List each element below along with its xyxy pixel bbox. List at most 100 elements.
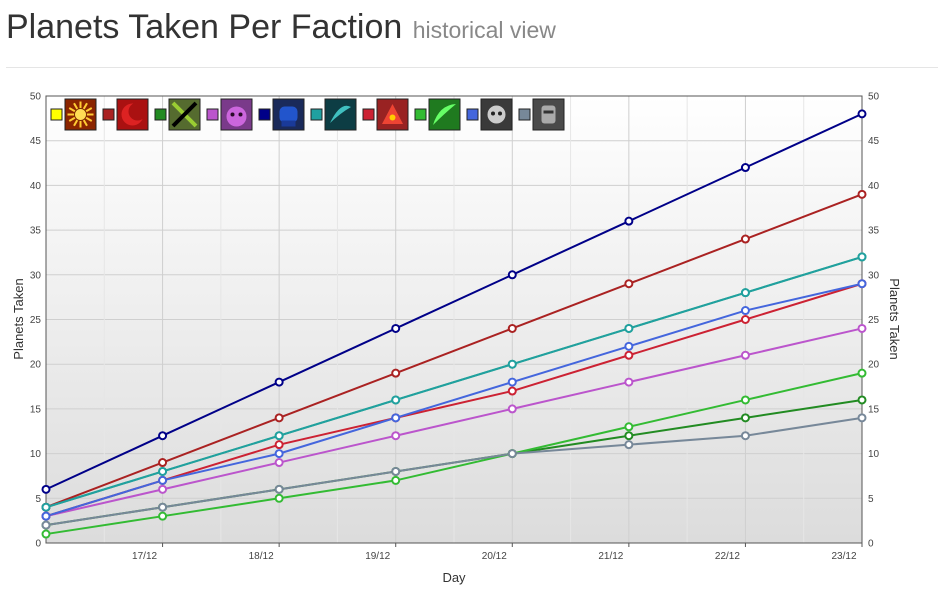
series-4 <box>45 112 863 491</box>
y-tick-label-right: 20 <box>868 360 880 371</box>
legend-swatch <box>518 108 531 121</box>
data-point[interactable] <box>740 413 750 423</box>
data-point[interactable] <box>740 395 750 405</box>
header-divider <box>6 67 938 68</box>
legend-item-1[interactable] <box>102 98 149 131</box>
legend-item-2[interactable] <box>154 98 201 131</box>
data-point[interactable] <box>507 449 517 459</box>
legend-item-3[interactable] <box>206 98 253 131</box>
y-axis-title-right: Planets Taken <box>887 278 902 359</box>
data-point[interactable] <box>624 341 634 351</box>
legend-item-7[interactable] <box>414 98 461 131</box>
data-point[interactable] <box>41 502 51 512</box>
legend-item-9[interactable] <box>518 98 565 131</box>
legend-item-0[interactable] <box>50 98 97 131</box>
data-point[interactable] <box>624 377 634 387</box>
legend <box>50 98 565 131</box>
series-line <box>45 282 863 518</box>
data-point[interactable] <box>624 350 634 360</box>
data-point[interactable] <box>158 475 168 485</box>
x-tick-label: 20/12 <box>482 551 507 562</box>
data-point[interactable] <box>158 502 168 512</box>
data-point[interactable] <box>740 315 750 324</box>
data-point[interactable] <box>41 511 51 521</box>
data-point[interactable] <box>507 386 517 396</box>
data-point[interactable] <box>158 466 168 476</box>
data-point[interactable] <box>391 475 401 485</box>
red-dragon-emblem-icon <box>376 98 409 131</box>
legend-item-8[interactable] <box>466 98 513 131</box>
data-point[interactable] <box>158 484 168 494</box>
data-point[interactable] <box>274 440 284 450</box>
series-9 <box>45 416 863 527</box>
x-tick-label: 18/12 <box>249 551 274 562</box>
series-6 <box>45 282 863 518</box>
legend-swatch <box>50 108 63 121</box>
data-point[interactable] <box>857 189 867 199</box>
data-point[interactable] <box>857 279 867 289</box>
y-tick-label-left: 0 <box>35 539 41 550</box>
grey-warrior-emblem-icon <box>532 98 565 131</box>
data-point[interactable] <box>274 484 284 494</box>
legend-item-6[interactable] <box>362 98 409 131</box>
data-point[interactable] <box>740 163 750 173</box>
y-tick-label-right: 30 <box>868 270 880 281</box>
data-point[interactable] <box>740 350 750 360</box>
series-points-5 <box>41 252 867 512</box>
data-point[interactable] <box>507 323 517 333</box>
data-point[interactable] <box>41 484 51 494</box>
legend-swatch <box>102 108 115 121</box>
data-point[interactable] <box>41 529 51 539</box>
data-point[interactable] <box>274 449 284 459</box>
purple-beast-emblem-icon <box>220 98 253 131</box>
data-point[interactable] <box>391 395 401 405</box>
data-point[interactable] <box>274 458 284 468</box>
data-point[interactable] <box>624 422 634 432</box>
series-points-8 <box>41 279 867 521</box>
y-tick-label-right: 10 <box>868 449 880 460</box>
data-point[interactable] <box>507 377 517 387</box>
data-point[interactable] <box>274 413 284 423</box>
data-point[interactable] <box>158 458 168 468</box>
data-point[interactable] <box>857 323 867 333</box>
data-point[interactable] <box>507 404 517 414</box>
y-axis-left: 0 5 10 15 20 25 30 35 40 45 50 <box>30 92 42 550</box>
data-point[interactable] <box>274 431 284 441</box>
data-point[interactable] <box>857 368 867 378</box>
x-axis: 17/12 18/12 19/12 20/12 21/12 22/12 23/12 <box>132 543 863 562</box>
data-point[interactable] <box>391 323 401 333</box>
data-point[interactable] <box>740 306 750 316</box>
red-crescent-emblem-icon <box>116 98 149 131</box>
page-header: Planets Taken Per Faction historical vie… <box>6 8 556 52</box>
data-point[interactable] <box>391 413 401 423</box>
y-axis-title-left: Planets Taken <box>11 278 26 359</box>
planets-chart: 0 5 10 15 20 25 30 35 40 45 50 0 5 10 15 20 25 30 35 40 45 5… <box>11 92 902 586</box>
data-point[interactable] <box>624 323 634 333</box>
data-point[interactable] <box>624 431 634 441</box>
y-tick-label-right: 40 <box>868 181 880 192</box>
legend-item-4[interactable] <box>258 98 305 131</box>
data-point[interactable] <box>41 520 51 530</box>
data-point[interactable] <box>857 413 867 423</box>
data-point[interactable] <box>507 359 517 369</box>
legend-swatch <box>258 108 271 121</box>
series-7 <box>45 372 863 536</box>
data-point[interactable] <box>391 431 401 441</box>
data-point[interactable] <box>740 431 750 441</box>
data-point[interactable] <box>274 377 284 387</box>
data-point[interactable] <box>391 466 401 476</box>
data-point[interactable] <box>624 440 634 450</box>
data-point[interactable] <box>624 279 634 289</box>
data-point[interactable] <box>158 431 168 441</box>
data-point[interactable] <box>624 216 634 226</box>
data-point[interactable] <box>274 493 284 503</box>
legend-item-5[interactable] <box>310 98 357 131</box>
data-point[interactable] <box>391 368 401 378</box>
data-point[interactable] <box>740 288 750 298</box>
data-point[interactable] <box>740 234 750 244</box>
data-point[interactable] <box>857 109 867 119</box>
data-point[interactable] <box>857 252 867 262</box>
data-point[interactable] <box>507 270 517 280</box>
data-point[interactable] <box>158 511 168 521</box>
data-point[interactable] <box>857 395 867 405</box>
